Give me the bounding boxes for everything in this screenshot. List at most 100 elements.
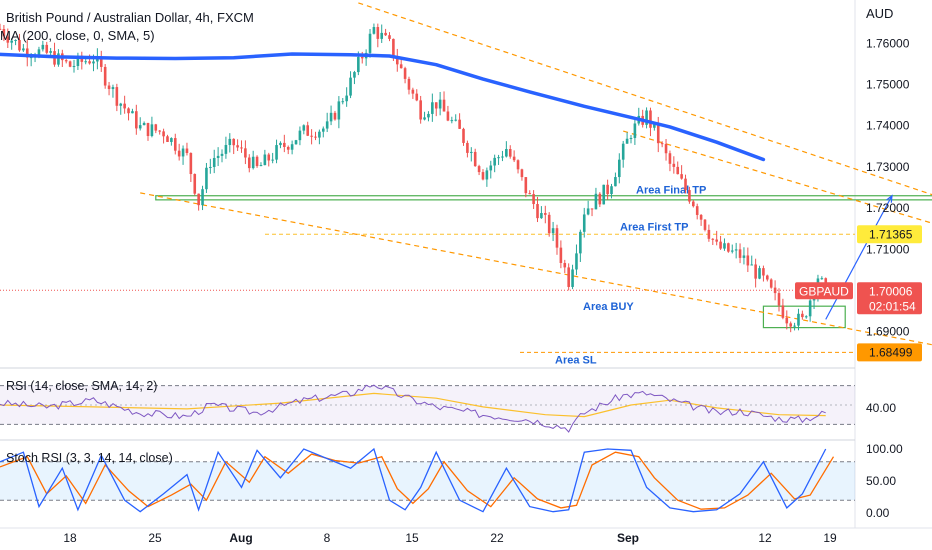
candle-body [415, 93, 419, 101]
candle-body [446, 111, 450, 121]
candle-body [649, 110, 652, 128]
candle-body [567, 267, 570, 287]
candle-body [368, 33, 372, 53]
candle-body [758, 268, 761, 279]
stoch-tick-label: 100.00 [866, 442, 903, 456]
candle-body [0, 28, 2, 30]
ma-legend: MA (200, close, 0, SMA, 5) [0, 28, 155, 43]
candle-body [645, 110, 648, 125]
candle-body [497, 157, 500, 159]
candle-body [173, 138, 177, 151]
candle-body [49, 51, 52, 53]
candle-body [781, 305, 785, 318]
x-tick-label: 12 [758, 531, 772, 545]
candle-body [399, 64, 403, 69]
x-tick-label: 25 [148, 531, 162, 545]
candle-body [750, 264, 754, 266]
candle-body [244, 148, 247, 158]
candle-body [551, 228, 555, 234]
candle-body [263, 154, 267, 166]
candle-body [524, 177, 528, 194]
candle-body [575, 253, 578, 270]
candle-body [785, 317, 789, 324]
candle-body [501, 156, 504, 158]
y-tick-label: 1.76000 [866, 36, 910, 50]
candle-body [656, 124, 660, 144]
stoch-d-line [0, 451, 835, 510]
candle-body [489, 165, 493, 171]
stoch-tick-label: 0.00 [866, 506, 890, 520]
x-tick-label: 15 [405, 531, 419, 545]
first-tp-badge-value: 1.71365 [869, 227, 913, 241]
candle-body [427, 113, 430, 118]
candle-body [727, 243, 730, 252]
candle-body [695, 206, 699, 215]
candle-body [668, 153, 672, 164]
candle-body [411, 89, 415, 94]
candle-body [688, 190, 691, 202]
levels-layer: Area First TP Area SL [0, 221, 855, 366]
candle-body [769, 279, 773, 288]
candle-body [162, 131, 165, 137]
candle-body [723, 243, 726, 249]
rsi-line [0, 384, 826, 433]
candle-body [392, 38, 395, 58]
candle-body [403, 68, 407, 79]
candle-body [321, 128, 325, 132]
candle-body [236, 145, 239, 148]
candle-body [711, 238, 715, 240]
x-axis-layer: 18 25 Aug 8 15 22 Sep 12 19 [63, 531, 837, 545]
rsi-layer [0, 384, 855, 433]
candle-body [181, 148, 185, 157]
rsi-value-tick: 40.00 [866, 401, 896, 415]
candle-body [232, 138, 235, 146]
plot-area [0, 0, 855, 528]
candle-body [372, 27, 376, 34]
candle-body [431, 102, 434, 114]
candle-body [703, 219, 707, 230]
candle-body [286, 146, 290, 150]
candle-body [450, 120, 454, 122]
trendline-1 [140, 192, 932, 346]
candle-body [508, 149, 512, 157]
rsi-legend: RSI (14, close, SMA, 14, 2) [6, 379, 157, 393]
y-tick-label: 1.69000 [866, 325, 910, 339]
candle-body [621, 143, 625, 160]
candle-body [477, 166, 481, 173]
last-price-badge [857, 282, 922, 315]
candle-body [247, 157, 251, 169]
candle-body [680, 174, 683, 179]
rsi-band-fill [0, 385, 855, 425]
candle-body [68, 61, 72, 67]
candle-body [505, 149, 508, 157]
candle-body [376, 27, 380, 39]
candle-body [302, 125, 306, 131]
candle-body [306, 125, 310, 136]
candle-body [349, 77, 352, 96]
zone-box-0 [155, 195, 932, 201]
symbol-badge-text: GBPAUD [799, 284, 849, 298]
candle-body [220, 153, 224, 156]
trendlines-layer [140, 2, 932, 346]
candle-body [325, 121, 329, 129]
candle-body [746, 255, 750, 266]
candle-body [804, 316, 808, 318]
candle-body [419, 100, 422, 120]
candle-body [251, 156, 255, 169]
candle-body [512, 156, 516, 161]
candle-body [18, 39, 21, 51]
candle-body [754, 264, 757, 279]
candle-body [380, 32, 384, 39]
candle-body [107, 85, 111, 90]
stoch-layer [0, 447, 855, 513]
candle-body [789, 323, 792, 327]
candle-body [388, 35, 391, 39]
candle-body [777, 293, 781, 306]
candle-body [481, 172, 485, 180]
candle-body [224, 144, 228, 154]
candle-body [442, 99, 446, 112]
candle-body [2, 29, 6, 37]
candle-body [434, 102, 438, 109]
candle-body [255, 156, 259, 167]
candle-body [618, 159, 621, 178]
